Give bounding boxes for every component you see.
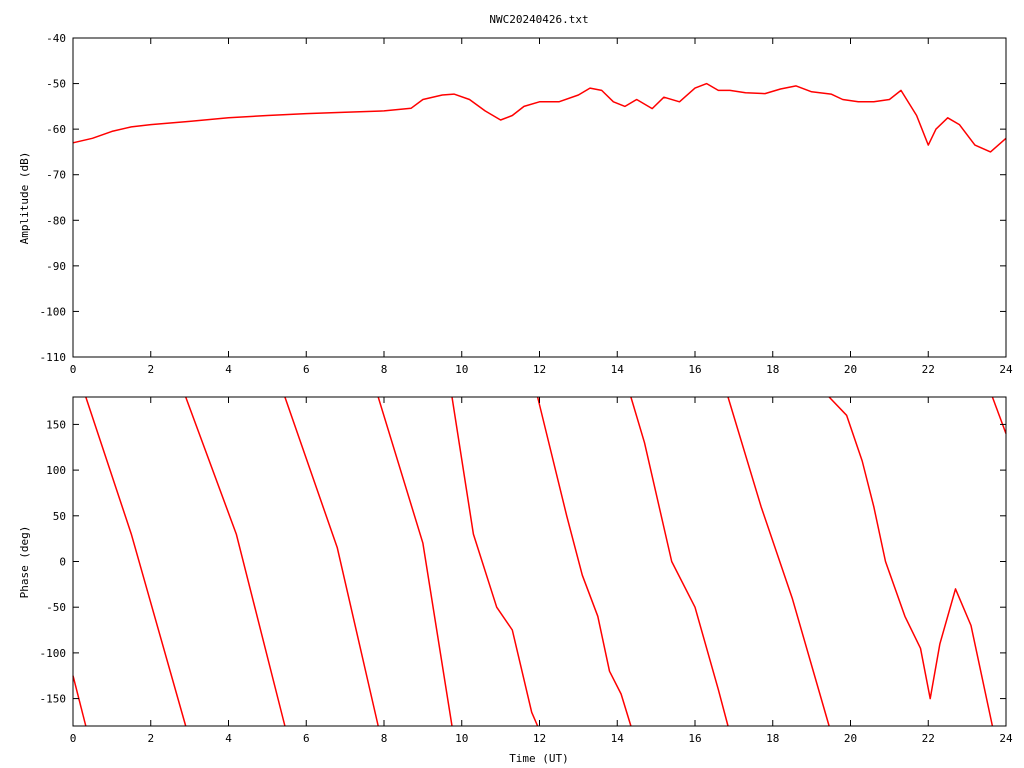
amplitude-y-tick-label: -50 [46,78,66,91]
amplitude-panel: 0 2 4 6 8 10 12 14 16 18 20 22 24-40-50-60-70-80-90-… [18,32,1013,376]
amplitude-x-tick-label: 0 [70,363,77,376]
phase-series [72,396,1007,727]
amplitude-x-tick-label: 12 [533,363,546,376]
phase-ticks: 0 2 4 6 8 10 12 14 16 18 20 22 24150100500-50-100-15… [40,397,1013,745]
amplitude-series [72,82,1007,153]
phase-y-tick-label: -150 [40,693,67,706]
amplitude-y-tick-label: -80 [46,214,66,227]
amplitude-y-tick-label: -90 [46,260,66,273]
amplitude-trace-segment [72,82,1007,153]
phase-x-tick-label: 18 [766,732,779,745]
phase-x-tick-label: 6 [303,732,310,745]
amplitude-y-tick-label: -100 [40,305,67,318]
phase-trace-segment [72,675,87,727]
phase-y-tick-label: -100 [40,647,67,660]
phase-x-tick-label: 20 [844,732,857,745]
phase-trace-segment [85,396,187,727]
phase-x-tick-label: 14 [611,732,625,745]
chart-title: NWC20240426.txt [489,13,588,26]
amplitude-x-tick-label: 20 [844,363,857,376]
amplitude-y-tick-label: -40 [46,32,66,45]
phase-trace-segment [727,396,830,727]
phase-x-tick-label: 8 [381,732,388,745]
amplitude-ticks: 0 2 4 6 8 10 12 14 16 18 20 22 24-40-50-60-70-80-90-… [40,32,1013,376]
phase-trace-segment [284,396,379,727]
phase-plot-frame [72,396,1007,727]
phase-y-tick-label: 150 [46,418,66,431]
phase-y-tick-label: -50 [46,601,66,614]
phase-x-tick-label: 4 [225,732,232,745]
amplitude-x-tick-label: 4 [225,363,232,376]
phase-y-tick-label: 0 [59,556,66,569]
amplitude-x-tick-label: 24 [999,363,1013,376]
phase-y-tick-label: 50 [53,510,66,523]
amplitude-y-tick-label: -60 [46,123,66,136]
phase-trace-segment [377,396,453,727]
phase-x-tick-label: 22 [922,732,935,745]
amplitude-y-tick-label: -110 [40,351,67,364]
phase-panel: 0 2 4 6 8 10 12 14 16 18 20 22 24150100500-50-100-15… [18,396,1013,765]
phase-x-tick-label: 0 [70,732,77,745]
phase-x-label: Time (UT) [509,752,569,765]
amplitude-x-tick-label: 18 [766,363,779,376]
phase-trace-segment [451,396,539,727]
amplitude-x-tick-label: 22 [922,363,935,376]
phase-trace-segment [991,396,1007,434]
amplitude-y-tick-label: -70 [46,169,66,182]
phase-y-label: Phase (deg) [18,526,31,599]
phase-trace-segment [184,396,286,727]
phase-x-tick-label: 16 [688,732,701,745]
phase-y-tick-label: 100 [46,464,66,477]
phase-x-tick-label: 12 [533,732,546,745]
amplitude-x-tick-label: 2 [147,363,154,376]
phase-x-tick-label: 2 [147,732,154,745]
amplitude-x-tick-label: 16 [688,363,701,376]
phase-trace-segment [828,396,994,727]
amplitude-x-tick-label: 8 [381,363,388,376]
amplitude-x-tick-label: 10 [455,363,468,376]
phase-x-tick-label: 10 [455,732,468,745]
amplitude-x-tick-label: 6 [303,363,310,376]
amplitude-y-label: Amplitude (dB) [18,152,31,245]
amplitude-plot-frame [72,37,1007,358]
phase-x-tick-label: 24 [999,732,1013,745]
phase-trace-segment [630,396,729,727]
phase-trace-segment [536,396,632,727]
amplitude-x-tick-label: 14 [611,363,625,376]
